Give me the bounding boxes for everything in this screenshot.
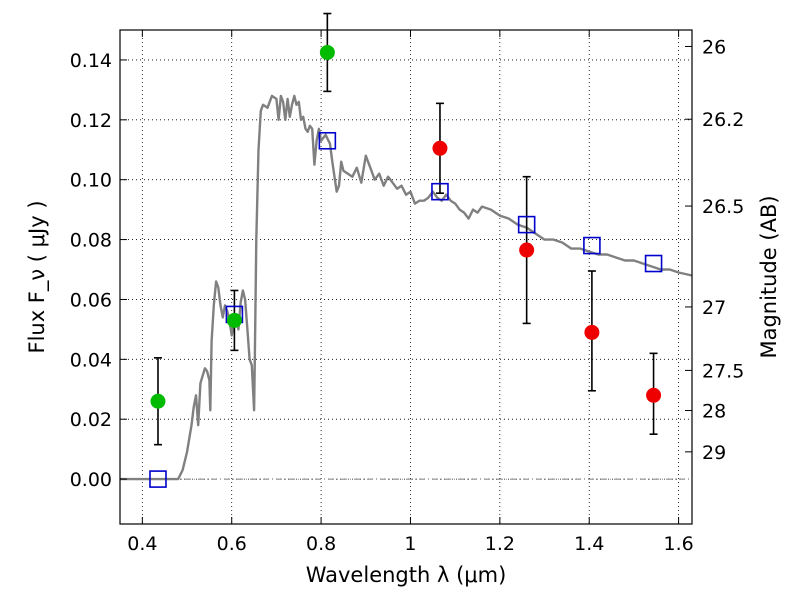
right-tick-label: 27.5 bbox=[702, 360, 744, 382]
x-tick-label: 1.6 bbox=[663, 533, 693, 555]
y-tick-label: 0.00 bbox=[70, 469, 112, 491]
tick-layer bbox=[120, 30, 692, 524]
x-tick-label: 0.4 bbox=[127, 533, 157, 555]
right-tick-label: 26 bbox=[702, 36, 726, 58]
y-tick-label: 0.02 bbox=[70, 409, 112, 431]
model-point-square bbox=[149, 470, 167, 488]
right-tick-label: 28 bbox=[702, 401, 726, 423]
y-tick-label: 0.08 bbox=[70, 230, 112, 252]
x-tick-label: 1.4 bbox=[574, 533, 604, 555]
observed-point-green bbox=[226, 312, 242, 328]
plot-frame bbox=[119, 29, 693, 525]
observed-point-red bbox=[432, 140, 448, 156]
grid-layer bbox=[120, 30, 692, 524]
x-tick-label: 1.2 bbox=[485, 533, 515, 555]
model-point-square bbox=[431, 182, 449, 201]
x-tick-label: 0.6 bbox=[217, 533, 247, 555]
observed-point-green bbox=[319, 44, 335, 60]
observed-point-red bbox=[646, 387, 662, 403]
y-tick-label: 0.14 bbox=[70, 50, 112, 72]
marker-layer bbox=[149, 44, 663, 488]
y-tick-label: 0.10 bbox=[70, 170, 112, 192]
model-point-square bbox=[644, 254, 663, 273]
tick-label-layer: 0.4 0.6 0.8 1 1.2 1.4 1.6 0.00 0.02 0.04 0.06 0.08 0… bbox=[70, 36, 745, 555]
y-tick-label: 0.04 bbox=[70, 349, 112, 371]
observed-point-green bbox=[150, 393, 166, 409]
x-axis-label: Wavelength λ (μm) bbox=[306, 563, 507, 587]
y-tick-label: 0.12 bbox=[70, 110, 112, 132]
right-tick-label: 26.5 bbox=[702, 196, 744, 218]
right-tick-label: 26.2 bbox=[702, 109, 744, 131]
right-tick-label: 27 bbox=[702, 297, 726, 319]
observed-point-red bbox=[519, 242, 535, 258]
x-axis-label-word: Wavelength λ (μm) bbox=[306, 563, 507, 587]
x-tick-label: 1 bbox=[404, 533, 416, 555]
model-point-square bbox=[517, 215, 536, 234]
right-axis-label: Magnitude (AB) bbox=[757, 195, 781, 358]
model-spectrum-layer bbox=[120, 94, 693, 481]
model-point-square bbox=[583, 236, 601, 255]
x-tick-label: 0.8 bbox=[306, 533, 336, 555]
y-tick-label: 0.06 bbox=[70, 289, 112, 311]
right-tick-label: 29 bbox=[702, 442, 726, 464]
observed-point-red bbox=[584, 324, 600, 340]
model-spectrum-line bbox=[120, 94, 693, 481]
y-axis-label: Flux F_ν ( μJy ) bbox=[25, 200, 50, 353]
model-point-square bbox=[318, 131, 337, 150]
